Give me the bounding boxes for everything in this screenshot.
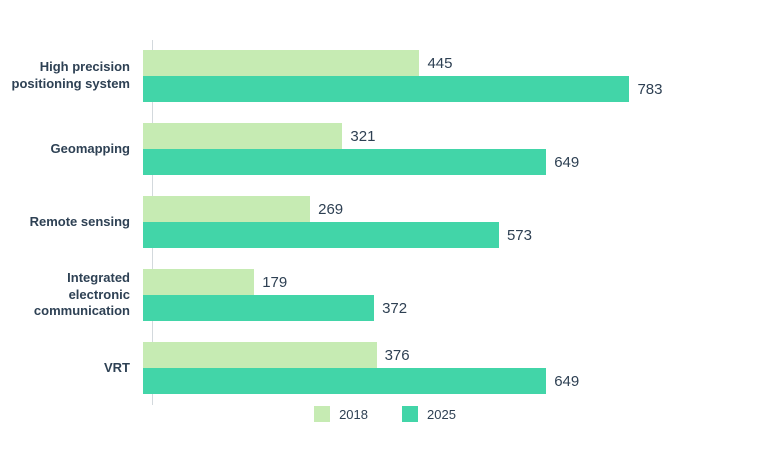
value-label: 179 bbox=[262, 273, 288, 291]
bar-group: 376 649 bbox=[143, 342, 770, 394]
legend-label: 2025 bbox=[427, 406, 456, 422]
legend-swatch-icon bbox=[314, 406, 331, 422]
bar-group: 445 783 bbox=[143, 50, 770, 102]
legend-swatch-icon bbox=[402, 406, 418, 422]
chart-row: VRT 376 649 bbox=[0, 342, 770, 394]
bar-line: 321 bbox=[143, 123, 770, 149]
legend-item-2025[interactable]: 2025 bbox=[402, 406, 456, 422]
bar-group: 269 573 bbox=[143, 196, 770, 248]
bar-line: 445 bbox=[143, 50, 770, 76]
bar-group: 179 372 bbox=[143, 269, 770, 321]
chart-row: Geomapping 321 649 bbox=[0, 123, 770, 175]
category-label: High precision positioning system bbox=[11, 59, 130, 91]
value-label: 573 bbox=[506, 226, 532, 244]
bar-line: 649 bbox=[143, 368, 770, 394]
category-label: VRT bbox=[104, 359, 130, 375]
bar-2018[interactable] bbox=[143, 123, 343, 149]
chart-row: Integrated electronic communication 179 37… bbox=[0, 269, 770, 321]
bar-line: 573 bbox=[143, 222, 770, 248]
legend-label: 2018 bbox=[339, 406, 368, 422]
chart-legend: 2018 2025 bbox=[0, 406, 770, 422]
bar-line: 649 bbox=[143, 149, 770, 175]
value-label: 649 bbox=[554, 153, 580, 171]
value-label: 376 bbox=[384, 346, 410, 364]
chart-rows: High precision positioning system 445 783 G… bbox=[0, 50, 770, 415]
bar-2018[interactable] bbox=[143, 269, 255, 295]
category-label: Integrated electronic communication bbox=[33, 269, 130, 319]
value-label: 649 bbox=[554, 372, 580, 390]
bar-group: 321 649 bbox=[143, 123, 770, 175]
bar-line: 783 bbox=[143, 76, 770, 102]
legend-item-2018[interactable]: 2018 bbox=[314, 406, 368, 422]
value-label: 269 bbox=[318, 200, 344, 218]
bar-2025[interactable] bbox=[143, 76, 630, 102]
chart-row: High precision positioning system 445 783 bbox=[0, 50, 770, 102]
bar-line: 269 bbox=[143, 196, 770, 222]
category-label: Remote sensing bbox=[29, 213, 130, 229]
bar-2025[interactable] bbox=[143, 222, 499, 248]
value-label: 445 bbox=[427, 54, 453, 72]
bar-2018[interactable] bbox=[143, 342, 377, 368]
bar-2018[interactable] bbox=[143, 196, 311, 222]
category-label: Geomapping bbox=[50, 140, 130, 156]
bar-line: 179 bbox=[143, 269, 770, 295]
bar-line: 376 bbox=[143, 342, 770, 368]
bar-2025[interactable] bbox=[143, 368, 547, 394]
value-label: 783 bbox=[637, 80, 663, 98]
chart-row: Remote sensing 269 573 bbox=[0, 196, 770, 248]
value-label: 321 bbox=[350, 127, 376, 145]
value-label: 372 bbox=[382, 299, 408, 317]
bar-2025[interactable] bbox=[143, 295, 375, 321]
bar-2025[interactable] bbox=[143, 149, 547, 175]
bar-line: 372 bbox=[143, 295, 770, 321]
bar-2018[interactable] bbox=[143, 50, 420, 76]
